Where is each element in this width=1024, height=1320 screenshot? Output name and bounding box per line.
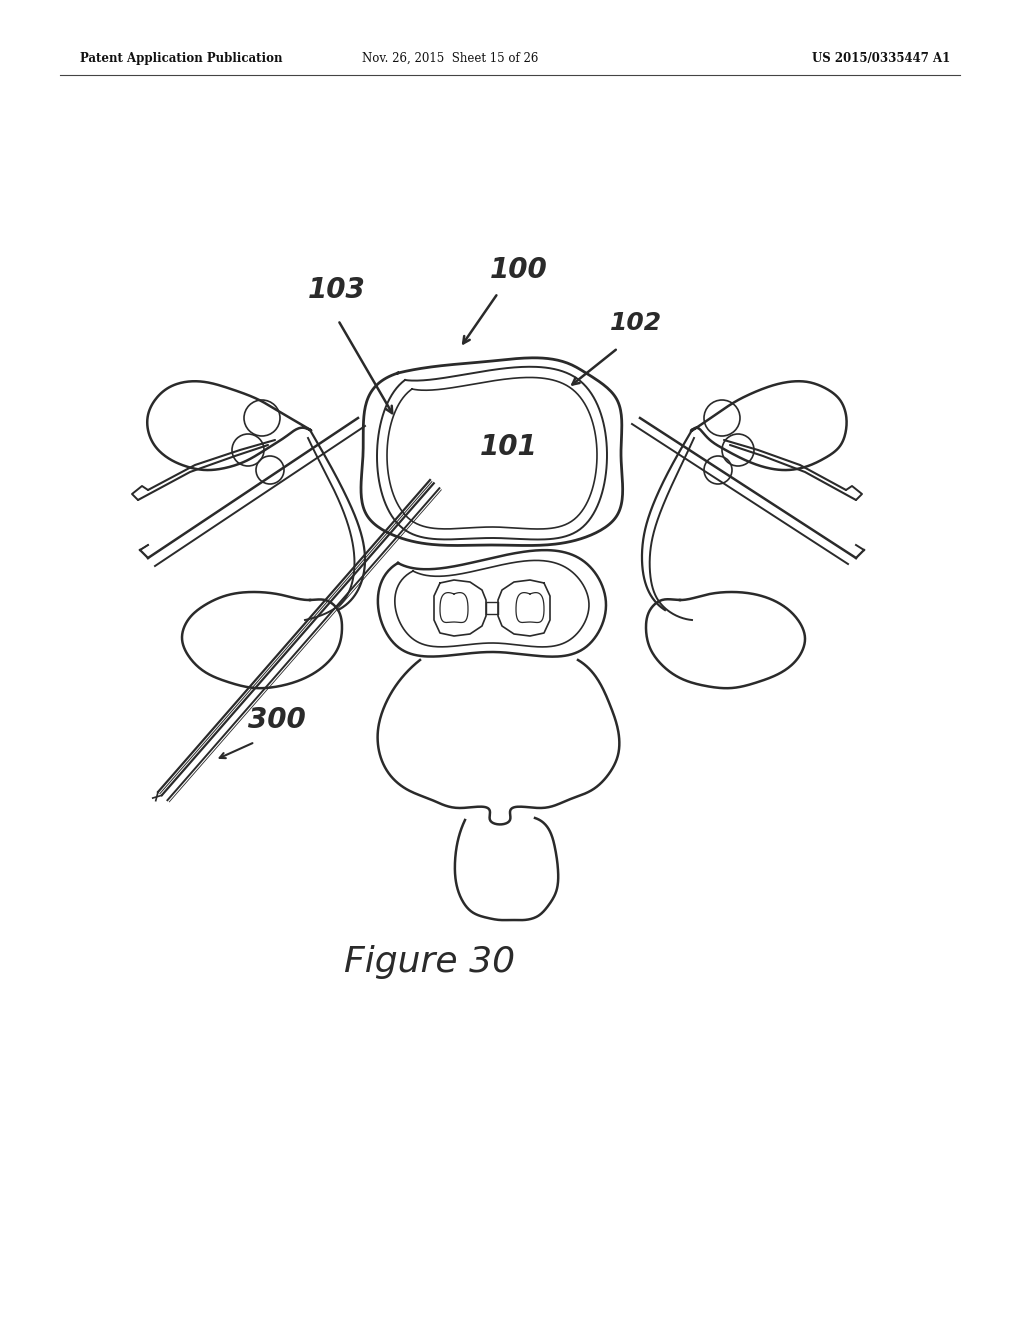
Text: 101: 101 — [480, 433, 538, 461]
Text: 100: 100 — [490, 256, 548, 284]
Text: US 2015/0335447 A1: US 2015/0335447 A1 — [812, 51, 950, 65]
Text: Patent Application Publication: Patent Application Publication — [80, 51, 283, 65]
Text: 103: 103 — [308, 276, 366, 304]
Text: Figure 30: Figure 30 — [344, 945, 515, 979]
Text: 300: 300 — [248, 706, 306, 734]
Text: 102: 102 — [610, 312, 663, 335]
Text: Nov. 26, 2015  Sheet 15 of 26: Nov. 26, 2015 Sheet 15 of 26 — [361, 51, 539, 65]
